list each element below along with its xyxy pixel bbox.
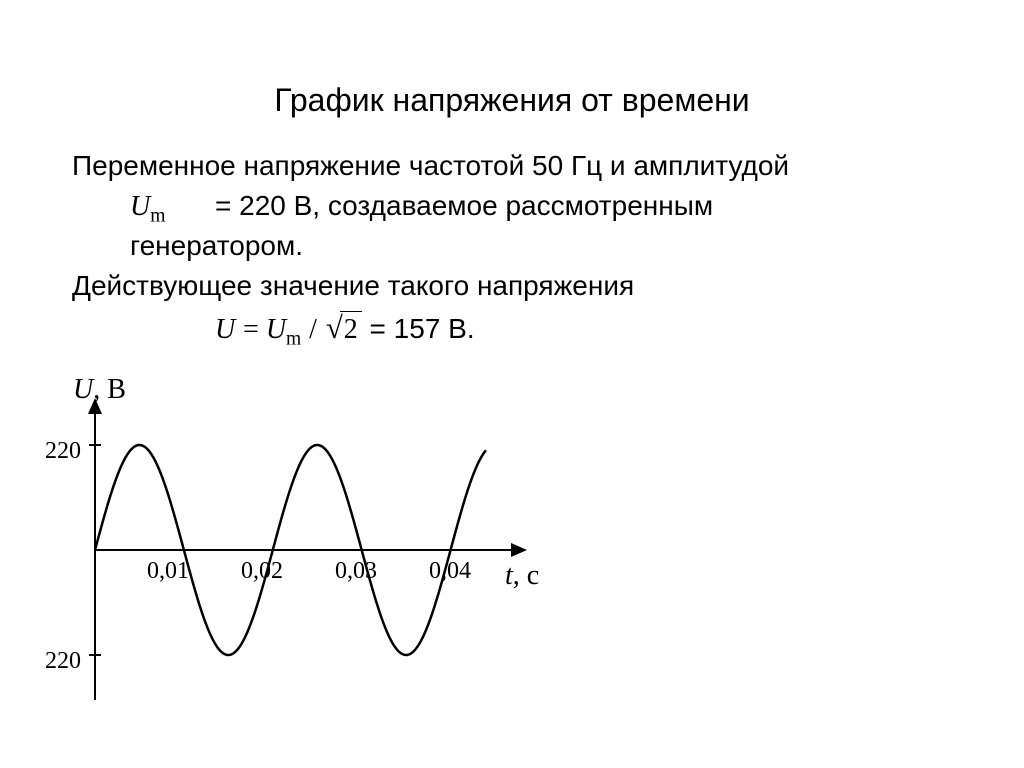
paragraph-1-line-3: генератором. (130, 228, 950, 264)
formula: U = Um / √2 = 157 В. (215, 308, 1024, 352)
formula-rhs-var: U (266, 314, 286, 345)
x-tick-1: 0,01 (147, 558, 189, 585)
x-tick-2: 0,02 (241, 558, 283, 585)
y-axis-label: U, В (73, 374, 126, 406)
paragraph-1-line-1: Переменное напряжение частотой 50 Гц и а… (72, 148, 892, 184)
formula-sqrt-arg: 2 (340, 311, 362, 348)
paragraph-2-line-1: Действующее значение такого напряжения (72, 268, 892, 304)
slide: График напряжения от времени Переменное … (0, 0, 1024, 768)
chart-svg (35, 380, 565, 720)
x-tick-3: 0,03 (335, 558, 377, 585)
formula-lhs: U (215, 314, 235, 345)
var-u: U (130, 191, 150, 222)
page-title: График напряжения от времени (0, 82, 1024, 119)
x-tick-4: 0,04 (429, 558, 471, 585)
x-axis-label: t, с (505, 560, 539, 592)
formula-rhs-sub: m (286, 329, 301, 350)
paragraph-1-line-2: = 220 В, создаваемое рассмотренным (215, 188, 1024, 224)
var-u-subscript: m (150, 206, 165, 227)
formula-result: = 157 В. (370, 313, 475, 344)
y-tick-lower: 220 (45, 648, 81, 675)
voltage-time-chart: U, В t, с 220 220 0,01 0,02 0,03 0,04 (35, 380, 565, 720)
formula-equals: = (243, 314, 266, 345)
formula-sqrt: √2 (324, 308, 362, 348)
formula-slash: / (309, 314, 324, 345)
y-tick-upper: 220 (45, 438, 81, 465)
